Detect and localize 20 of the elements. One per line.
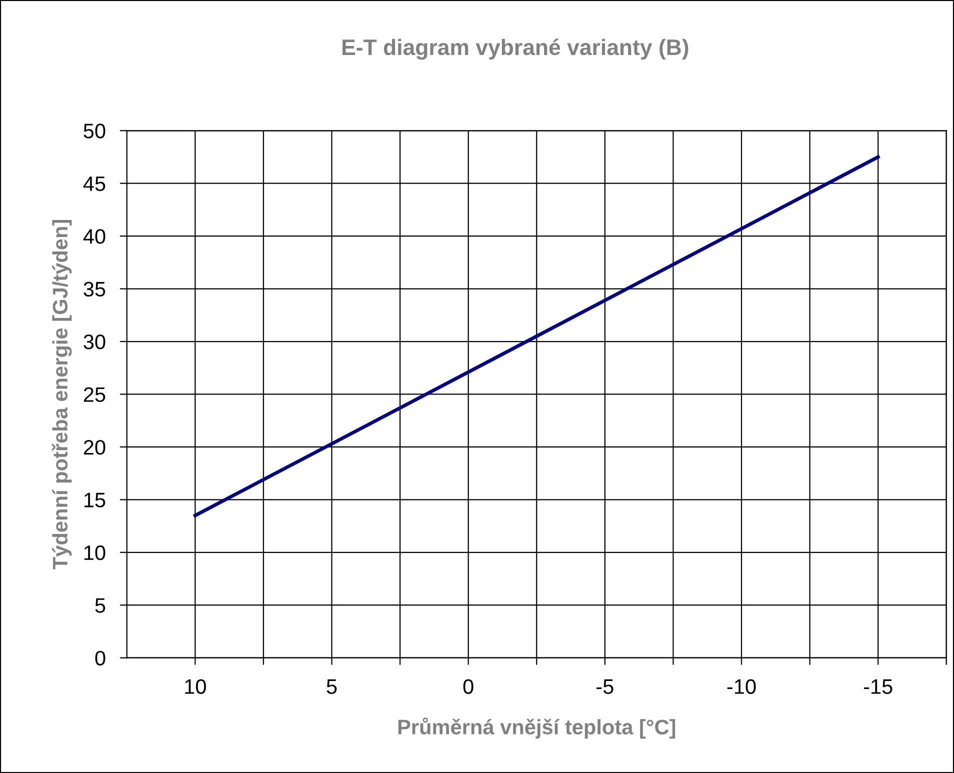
y-tick-label: 5: [95, 598, 106, 613]
y-tick-label: 25: [84, 387, 106, 402]
x-tick-label: -5: [596, 679, 614, 694]
y-axis-title: Týdenní potřeba energie [GJ/týden]: [52, 220, 72, 570]
x-tick-label: -10: [727, 679, 756, 694]
x-tick-label: -15: [864, 679, 892, 694]
y-tick-label: 10: [84, 545, 106, 560]
y-tick-label: 15: [84, 492, 106, 508]
chart-title: E-T diagram vybrané varianty (B): [342, 38, 688, 60]
x-tick-label: 10: [185, 679, 206, 694]
y-tick-label: 0: [95, 650, 106, 666]
y-tick-label: 50: [84, 124, 106, 138]
x-axis-title: Průměrná vnější teplota [°C]: [398, 718, 676, 739]
y-tick-label: 30: [84, 334, 106, 350]
y-tick-label: 35: [84, 282, 106, 297]
y-tick-label: 40: [83, 229, 106, 244]
x-tick-label: 0: [463, 679, 474, 694]
y-tick-label: 45: [83, 176, 106, 192]
y-tick-label: 20: [84, 440, 106, 455]
x-tick-label: 5: [326, 679, 337, 694]
